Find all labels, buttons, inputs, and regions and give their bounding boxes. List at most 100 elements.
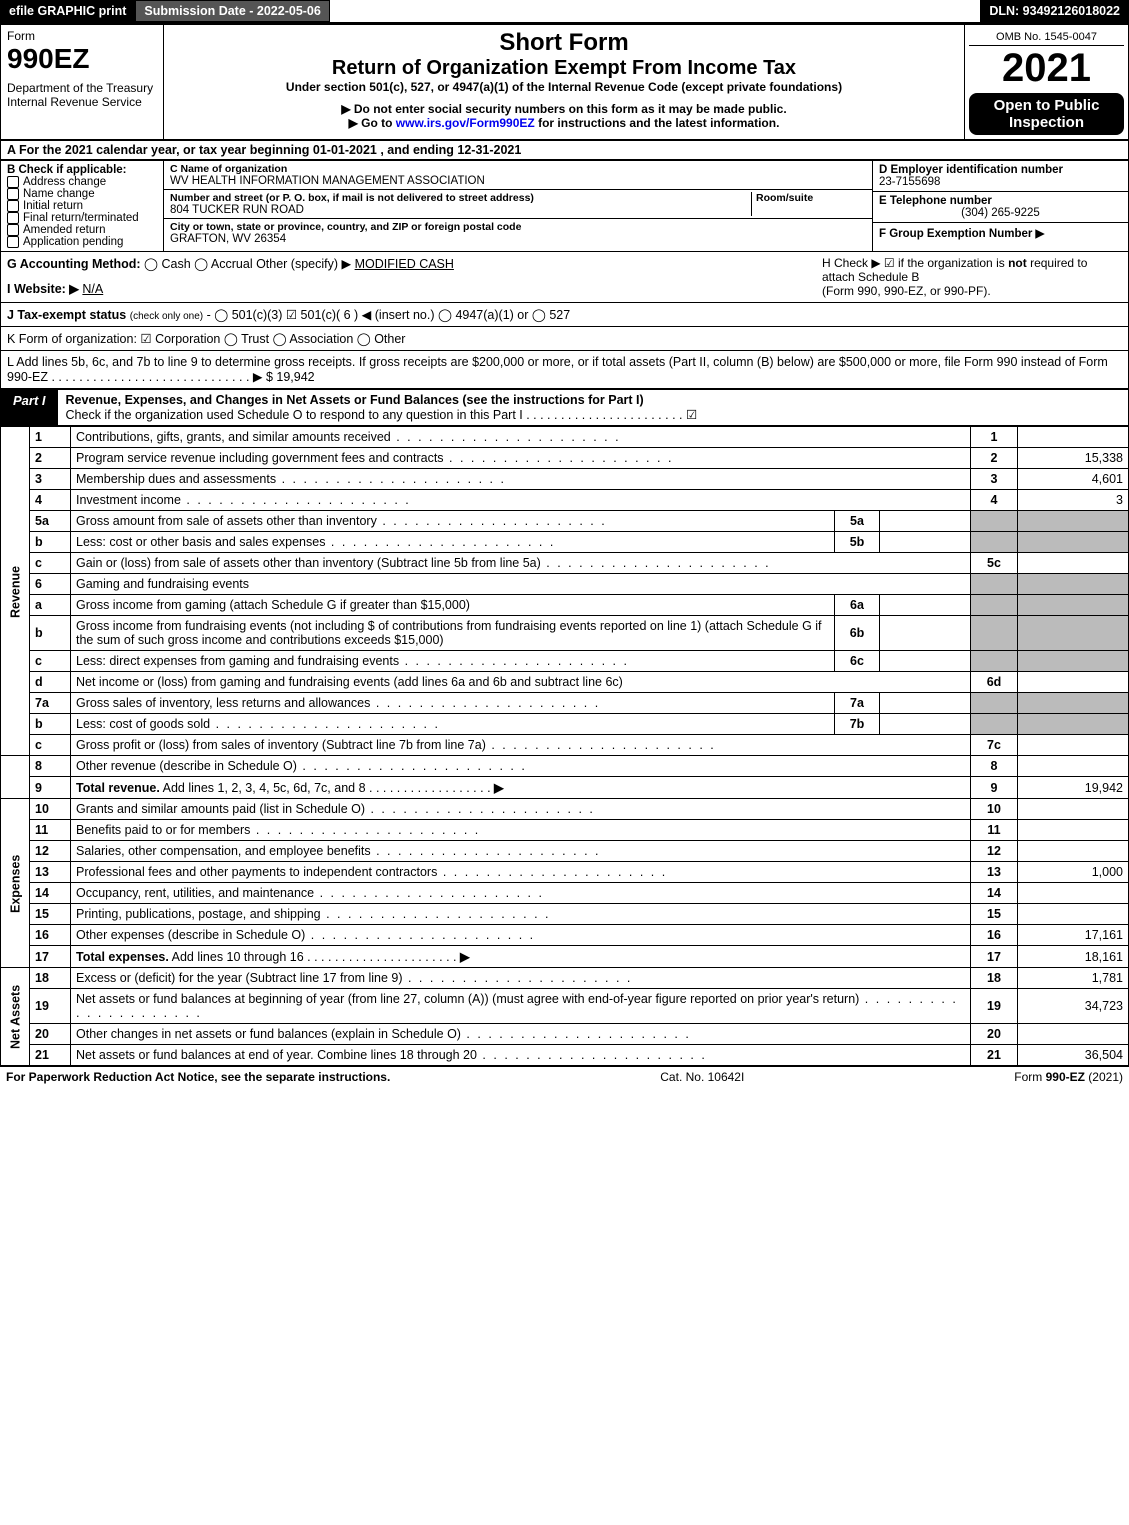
line-6c: c Less: direct expenses from gaming and … (1, 651, 1129, 672)
line-16: 16Other expenses (describe in Schedule O… (1, 925, 1129, 946)
line-2: 2 Program service revenue including gove… (1, 448, 1129, 469)
room-label: Room/suite (756, 192, 866, 204)
org-name: WV HEALTH INFORMATION MANAGEMENT ASSOCIA… (170, 175, 866, 187)
section-def: D Employer identification number 23-7155… (872, 161, 1128, 251)
line-7b: b Less: cost of goods sold 7b (1, 714, 1129, 735)
footer-right: Form 990-EZ (2021) (1014, 1070, 1123, 1084)
section-g: G Accounting Method: ◯ Cash ◯ Accrual Ot… (7, 256, 822, 298)
line-7a: 7a Gross sales of inventory, less return… (1, 693, 1129, 714)
b-opt-amended: Amended return (7, 224, 157, 236)
line-6: 6 Gaming and fundraising events (1, 574, 1129, 595)
d-label: D Employer identification number (879, 164, 1122, 176)
c-city-label: City or town, state or province, country… (170, 221, 521, 233)
header-note2: ▶ Go to www.irs.gov/Form990EZ for instru… (168, 116, 960, 130)
return-title: Return of Organization Exempt From Incom… (168, 57, 960, 80)
line-21: 21Net assets or fund balances at end of … (1, 1045, 1129, 1066)
checkbox-icon[interactable] (7, 200, 19, 212)
checkbox-icon[interactable] (7, 188, 19, 200)
line-4: 4 Investment income 4 3 (1, 490, 1129, 511)
line-18: Net Assets 18 Excess or (deficit) for th… (1, 968, 1129, 989)
line-12: 12Salaries, other compensation, and empl… (1, 841, 1129, 862)
top-bar: efile GRAPHIC print Submission Date - 20… (0, 0, 1129, 24)
line-10: Expenses 10 Grants and similar amounts p… (1, 799, 1129, 820)
line-6b: b Gross income from fundraising events (… (1, 616, 1129, 651)
part-1-header: Part I Revenue, Expenses, and Changes in… (0, 389, 1129, 426)
section-k: K Form of organization: ☑ Corporation ◯ … (0, 327, 1129, 351)
b-opt-name: Name change (7, 188, 157, 200)
irs-link[interactable]: www.irs.gov/Form990EZ (396, 116, 535, 130)
checkbox-icon[interactable] (7, 212, 19, 224)
form-number: 990EZ (7, 43, 157, 75)
i-label: I Website: ▶ (7, 282, 79, 296)
line-6d: d Net income or (loss) from gaming and f… (1, 672, 1129, 693)
header-note1: ▶ Do not enter social security numbers o… (168, 102, 960, 116)
website-value: N/A (82, 282, 103, 296)
netassets-vertical-label: Net Assets (1, 968, 30, 1066)
line-9: 9 Total revenue. Add lines 1, 2, 3, 4, 5… (1, 777, 1129, 799)
line-6a: a Gross income from gaming (attach Sched… (1, 595, 1129, 616)
expenses-vertical-label: Expenses (1, 799, 30, 968)
line-5c: c Gain or (loss) from sale of assets oth… (1, 553, 1129, 574)
arrow-icon: ▶ (460, 950, 470, 964)
line-20: 20Other changes in net assets or fund ba… (1, 1024, 1129, 1045)
line-5a: 5a Gross amount from sale of assets othe… (1, 511, 1129, 532)
line-14: 14Occupancy, rent, utilities, and mainte… (1, 883, 1129, 904)
section-l: L Add lines 5b, 6c, and 7b to line 9 to … (0, 351, 1129, 389)
tax-year: 2021 (969, 46, 1124, 91)
org-city: GRAFTON, WV 26354 (170, 233, 521, 245)
line-15: 15Printing, publications, postage, and s… (1, 904, 1129, 925)
part-1-label: Part I (1, 390, 58, 425)
submission-date: Submission Date - 2022-05-06 (135, 0, 329, 22)
b-opt-address: Address change (7, 176, 157, 188)
accounting-method: MODIFIED CASH (355, 257, 454, 271)
checkbox-icon[interactable] (7, 224, 19, 236)
ein-value: 23-7155698 (879, 176, 1122, 188)
b-opt-pending: Application pending (7, 236, 157, 248)
header-left: Form 990EZ Department of the Treasury In… (1, 25, 164, 139)
org-street: 804 TUCKER RUN ROAD (170, 204, 751, 216)
form-word: Form (7, 29, 157, 43)
line-11: 11Benefits paid to or for members11 (1, 820, 1129, 841)
gh-row: G Accounting Method: ◯ Cash ◯ Accrual Ot… (0, 252, 1129, 303)
form-header: Form 990EZ Department of the Treasury In… (0, 24, 1129, 140)
e-label: E Telephone number (879, 195, 1122, 207)
irs-label: Internal Revenue Service (7, 95, 157, 109)
line-17: 17 Total expenses. Add lines 10 through … (1, 946, 1129, 968)
efile-label[interactable]: efile GRAPHIC print (0, 0, 135, 22)
section-h: H Check ▶ ☑ if the organization is not r… (822, 256, 1122, 298)
section-j: J Tax-exempt status (check only one) - ◯… (0, 303, 1129, 327)
c-name-label: C Name of organization (170, 163, 866, 175)
dln-label: DLN: 93492126018022 (980, 0, 1129, 22)
open-inspection: Open to Public Inspection (969, 93, 1124, 135)
page-footer: For Paperwork Reduction Act Notice, see … (0, 1066, 1129, 1087)
line-19: 19Net assets or fund balances at beginni… (1, 989, 1129, 1024)
checkbox-icon[interactable] (7, 176, 19, 188)
b-opt-final: Final return/terminated (7, 212, 157, 224)
dept-label: Department of the Treasury (7, 81, 157, 95)
b-label: B Check if applicable: (7, 164, 157, 176)
part-1-table: Revenue 1 Contributions, gifts, grants, … (0, 426, 1129, 1066)
revenue-vertical-label: Revenue (1, 427, 30, 756)
f-label: F Group Exemption Number ▶ (879, 228, 1044, 240)
footer-center: Cat. No. 10642I (660, 1070, 744, 1084)
section-b: B Check if applicable: Address change Na… (1, 161, 164, 251)
header-subtitle: Under section 501(c), 527, or 4947(a)(1)… (168, 80, 960, 94)
line-7c: c Gross profit or (loss) from sales of i… (1, 735, 1129, 756)
line-1: Revenue 1 Contributions, gifts, grants, … (1, 427, 1129, 448)
line-3: 3 Membership dues and assessments 3 4,60… (1, 469, 1129, 490)
line-8: 8 Other revenue (describe in Schedule O)… (1, 756, 1129, 777)
short-form-title: Short Form (168, 29, 960, 57)
c-street-label: Number and street (or P. O. box, if mail… (170, 192, 751, 204)
b-opt-initial: Initial return (7, 200, 157, 212)
checkbox-icon[interactable] (7, 236, 19, 248)
footer-left: For Paperwork Reduction Act Notice, see … (6, 1070, 390, 1084)
part-1-title: Revenue, Expenses, and Changes in Net As… (58, 390, 1128, 425)
bcdef-row: B Check if applicable: Address change Na… (0, 160, 1129, 252)
arrow-icon: ▶ (494, 781, 504, 795)
line-5b: b Less: cost or other basis and sales ex… (1, 532, 1129, 553)
gross-receipts: 19,942 (276, 370, 314, 384)
header-right: OMB No. 1545-0047 2021 Open to Public In… (964, 25, 1128, 139)
section-a: A For the 2021 calendar year, or tax yea… (0, 140, 1129, 160)
phone-value: (304) 265-9225 (879, 207, 1122, 219)
omb-number: OMB No. 1545-0047 (969, 29, 1124, 46)
